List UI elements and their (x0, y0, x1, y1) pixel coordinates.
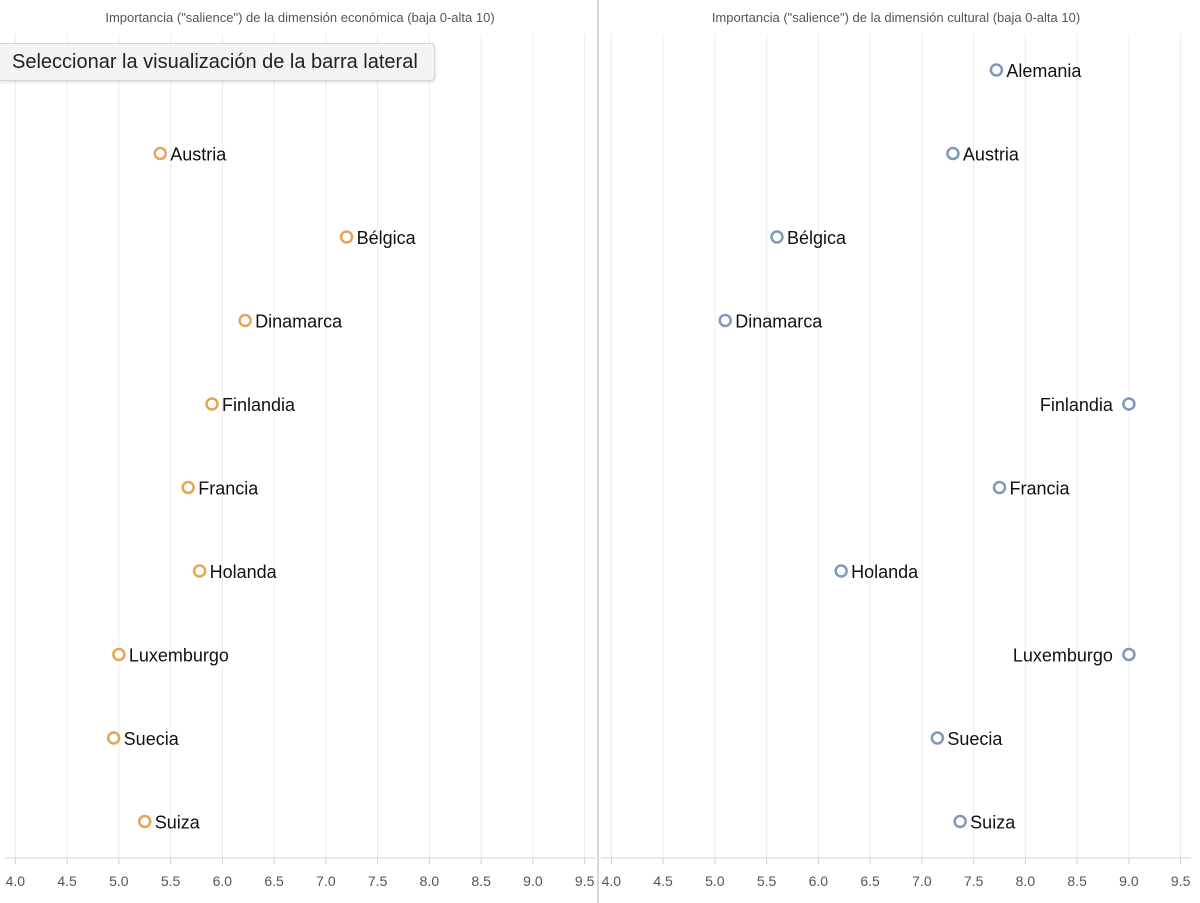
x-tick-label: 7.0 (316, 873, 336, 889)
data-point-luxemburgo[interactable]: Luxemburgo (1013, 646, 1136, 666)
data-point-dinamarca[interactable]: Dinamarca (718, 312, 824, 332)
data-point-label: Bélgica (787, 228, 847, 248)
data-point-label: Francia (1010, 479, 1071, 499)
x-tick-label: 8.5 (471, 873, 491, 889)
data-point-label: Suiza (970, 813, 1016, 833)
data-point-marker[interactable] (153, 146, 168, 161)
data-point-marker[interactable] (989, 63, 1004, 77)
data-point-marker[interactable] (238, 313, 252, 328)
sidebar-visualization-button[interactable]: Seleccionar la visualización de la barra… (0, 43, 435, 81)
data-point-suecia[interactable]: Suecia (930, 729, 1004, 749)
data-point-holanda[interactable]: Holanda (192, 562, 278, 582)
data-point-alemania[interactable]: Alemania (989, 61, 1083, 81)
data-point-label: Dinamarca (255, 312, 343, 332)
data-point-label: Finlandia (1040, 395, 1114, 415)
data-point-label: Austria (170, 145, 227, 165)
data-point-bélgica[interactable]: Bélgica (770, 228, 847, 248)
data-point-marker[interactable] (1122, 647, 1136, 662)
x-tick-label: 9.5 (575, 873, 595, 889)
data-point-suiza[interactable]: Suiza (953, 813, 1017, 833)
panel-economic: Importancia ("salience") de la dimensión… (5, 10, 595, 889)
data-point-marker[interactable] (137, 814, 152, 829)
x-tick-label: 5.5 (161, 873, 181, 889)
data-point-luxemburgo[interactable]: Luxemburgo (112, 646, 229, 666)
x-tick-label: 6.5 (264, 873, 284, 889)
data-point-marker[interactable] (192, 564, 207, 578)
data-point-label: Bélgica (357, 228, 417, 248)
panel-title: Importancia ("salience") de la dimensión… (712, 10, 1080, 25)
data-point-austria[interactable]: Austria (153, 145, 228, 165)
x-tick-label: 4.0 (602, 873, 622, 889)
x-tick-label: 8.0 (1016, 873, 1036, 889)
data-point-marker[interactable] (339, 230, 354, 244)
x-tick-label: 7.0 (912, 873, 932, 889)
data-point-label: Luxemburgo (129, 646, 229, 666)
data-point-francia[interactable]: Francia (992, 479, 1071, 499)
panel-cultural: Importancia ("salience") de la dimensión… (601, 10, 1191, 889)
data-point-marker[interactable] (770, 230, 784, 244)
data-point-label: Austria (963, 145, 1020, 165)
data-point-suiza[interactable]: Suiza (137, 813, 201, 833)
chart-panels: Importancia ("salience") de la dimensión… (5, 0, 1191, 903)
data-point-holanda[interactable]: Holanda (834, 562, 920, 582)
data-point-suecia[interactable]: Suecia (106, 729, 180, 749)
data-point-label: Suecia (124, 729, 180, 749)
x-tick-label: 5.5 (757, 873, 777, 889)
data-point-francia[interactable]: Francia (181, 479, 260, 499)
data-point-marker[interactable] (930, 731, 945, 745)
x-tick-label: 4.5 (57, 873, 77, 889)
x-tick-label: 8.5 (1067, 873, 1087, 889)
data-point-marker[interactable] (1122, 397, 1136, 411)
data-point-marker[interactable] (953, 814, 967, 829)
x-tick-label: 8.0 (420, 873, 440, 889)
x-tick-label: 6.5 (860, 873, 880, 889)
x-tick-label: 4.5 (653, 873, 673, 889)
data-point-bélgica[interactable]: Bélgica (339, 228, 417, 248)
data-point-austria[interactable]: Austria (946, 145, 1020, 165)
data-point-label: Suecia (947, 729, 1003, 749)
data-point-dinamarca[interactable]: Dinamarca (238, 312, 344, 332)
data-point-label: Francia (198, 479, 259, 499)
data-point-marker[interactable] (181, 480, 195, 495)
data-point-marker[interactable] (946, 146, 960, 161)
data-point-label: Finlandia (222, 395, 296, 415)
x-tick-label: 5.0 (705, 873, 725, 889)
data-point-finlandia[interactable]: Finlandia (1040, 395, 1136, 415)
x-tick-label: 6.0 (213, 873, 233, 889)
x-tick-label: 9.0 (1119, 873, 1139, 889)
data-point-finlandia[interactable]: Finlandia (205, 395, 297, 415)
data-point-marker[interactable] (106, 731, 121, 745)
x-tick-label: 5.0 (109, 873, 129, 889)
data-point-label: Dinamarca (735, 312, 823, 332)
data-point-marker[interactable] (834, 564, 848, 578)
data-point-marker[interactable] (992, 480, 1007, 495)
x-tick-label: 6.0 (809, 873, 829, 889)
data-point-label: Suiza (155, 813, 201, 833)
data-point-marker[interactable] (112, 647, 126, 662)
data-point-label: Luxemburgo (1013, 646, 1113, 666)
x-tick-label: 7.5 (964, 873, 984, 889)
data-point-marker[interactable] (205, 397, 219, 411)
x-tick-label: 4.0 (6, 873, 26, 889)
x-tick-label: 9.5 (1171, 873, 1191, 889)
data-point-label: Holanda (210, 562, 278, 582)
x-tick-label: 9.0 (523, 873, 543, 889)
data-point-marker[interactable] (718, 313, 732, 328)
panel-title: Importancia ("salience") de la dimensión… (105, 10, 494, 25)
data-point-label: Holanda (851, 562, 919, 582)
x-tick-label: 7.5 (368, 873, 388, 889)
data-point-label: Alemania (1006, 61, 1082, 81)
